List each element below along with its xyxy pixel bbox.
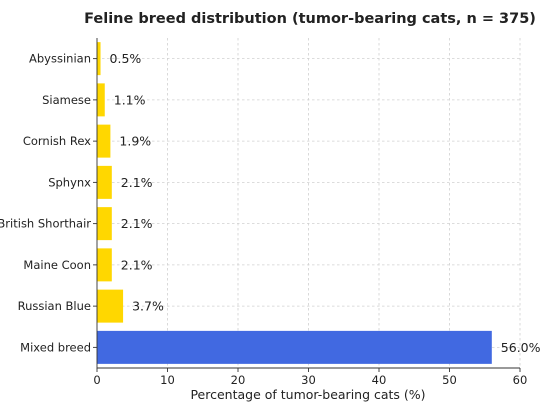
x-tick-label: 50 bbox=[442, 373, 457, 387]
axes bbox=[93, 38, 521, 372]
x-tick-label: 10 bbox=[160, 373, 175, 387]
x-tick-label: 0 bbox=[93, 373, 100, 387]
category-label: Mixed breed bbox=[20, 340, 91, 354]
data-label: 0.5% bbox=[110, 51, 142, 66]
data-label: 3.7% bbox=[132, 299, 164, 314]
x-tick-label: 20 bbox=[231, 373, 246, 387]
chart-title: Feline breed distribution (tumor-bearing… bbox=[84, 11, 536, 27]
bar bbox=[97, 83, 105, 117]
bar bbox=[97, 42, 101, 76]
category-label: Maine Coon bbox=[23, 258, 91, 272]
bar bbox=[97, 124, 111, 158]
data-label: 56.0% bbox=[501, 340, 541, 355]
category-label: Siamese bbox=[42, 93, 91, 107]
labels: 0 10 20 30 40 50 60 Abyssinian 0.5% Siamese 1.1% Co… bbox=[0, 51, 541, 387]
category-label: Russian Blue bbox=[18, 299, 91, 313]
x-tick-label: 40 bbox=[372, 373, 387, 387]
category-label: Sphynx bbox=[48, 175, 91, 189]
data-label: 2.1% bbox=[121, 175, 153, 190]
bar bbox=[97, 330, 492, 364]
x-tick-label: 30 bbox=[301, 373, 316, 387]
bar bbox=[97, 289, 124, 323]
data-label: 2.1% bbox=[121, 257, 153, 272]
category-label: Cornish Rex bbox=[23, 134, 91, 148]
x-axis-label: Percentage of tumor-bearing cats (%) bbox=[190, 387, 425, 402]
bar bbox=[97, 207, 112, 241]
bars bbox=[97, 42, 492, 364]
bar bbox=[97, 248, 112, 282]
category-label: British Shorthair bbox=[0, 217, 91, 231]
data-label: 1.9% bbox=[119, 134, 151, 149]
x-tick-label: 60 bbox=[513, 373, 528, 387]
axis-frame bbox=[96, 38, 520, 369]
category-label: Abyssinian bbox=[29, 52, 91, 66]
bar bbox=[97, 165, 112, 199]
data-label: 1.1% bbox=[114, 92, 146, 107]
data-label: 2.1% bbox=[121, 216, 153, 231]
grid-lines bbox=[96, 38, 521, 368]
